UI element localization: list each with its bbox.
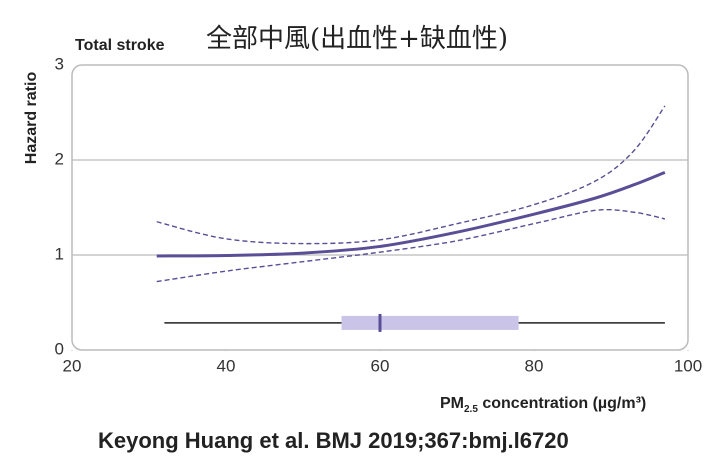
x-label-rest: concentration (µg/m³) — [478, 395, 646, 412]
x-label-main: PM — [440, 395, 464, 412]
y-axis-label: Hazard ratio — [23, 72, 40, 165]
ci-line — [156, 208, 666, 283]
panel-label: Total stroke — [75, 37, 165, 54]
y-tick-label: 0 — [55, 339, 64, 358]
x-tick-label: 100 — [674, 356, 702, 375]
chart-title: 全部中風(出血性+缺血性) — [206, 24, 508, 54]
x-tick-label: 40 — [217, 356, 236, 375]
iqr-box — [341, 315, 519, 330]
x-tick-label: 60 — [371, 356, 390, 375]
caption: Keyong Huang et al. BMJ 2019;367:bmj.l67… — [98, 428, 569, 453]
x-label-sub: 2.5 — [464, 404, 478, 415]
x-axis-label: PM2.5 concentration (µg/m³) — [440, 395, 646, 414]
y-tick-label: 2 — [55, 149, 64, 168]
x-tick-label: 80 — [525, 356, 544, 375]
plot-frame — [71, 64, 689, 351]
ci-line — [156, 105, 666, 245]
x-tick-label: 20 — [63, 356, 82, 375]
y-tick-label: 3 — [55, 54, 64, 73]
hr-line — [156, 170, 666, 258]
y-tick-label: 1 — [55, 244, 64, 263]
